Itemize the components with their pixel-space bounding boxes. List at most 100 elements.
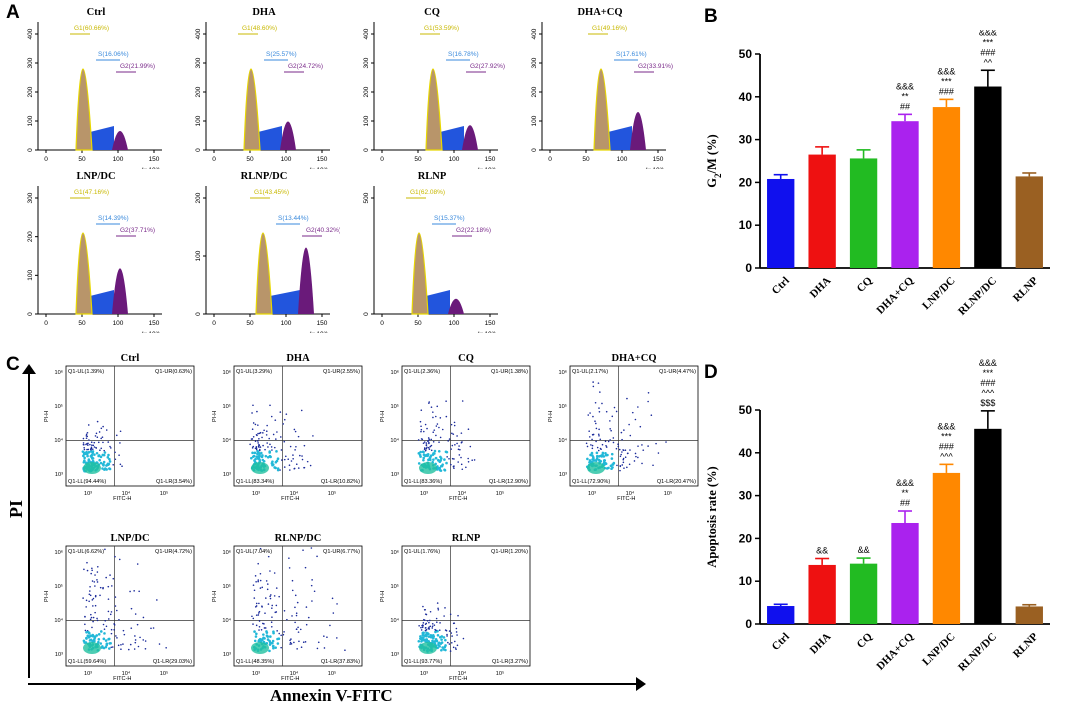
event-dot (647, 400, 649, 403)
event-dot (427, 439, 430, 442)
quadrant-ur-label: Q1-UR(6.77%) (323, 549, 360, 555)
event-dot (652, 464, 654, 467)
event-dot (108, 460, 112, 463)
event-dot (271, 607, 273, 609)
event-dot (296, 601, 299, 604)
event-dot (88, 593, 91, 596)
event-dot (639, 425, 642, 428)
event-dot (589, 412, 591, 414)
event-dot (115, 434, 118, 437)
event-dot (428, 621, 430, 624)
y-tick-label: 20 (739, 531, 753, 545)
event-dot (424, 423, 427, 426)
event-dot (283, 631, 285, 633)
event-dot (122, 629, 125, 632)
event-dot (431, 623, 434, 625)
event-dot (93, 639, 96, 643)
event-dot (272, 433, 275, 436)
event-dot (165, 646, 167, 649)
quadrant-ur-label: Q1-UR(2.55%) (323, 369, 360, 375)
quadrant-ll-label: Q1-LL(94.44%) (68, 479, 106, 485)
y-tick-label: 10⁵ (558, 403, 567, 410)
event-dot (288, 464, 291, 467)
event-dot (99, 449, 101, 452)
event-dot (421, 626, 424, 629)
event-dot (417, 462, 421, 465)
event-dot (253, 597, 256, 599)
event-dot (83, 641, 86, 644)
event-dot (259, 547, 262, 550)
significance-label: ### (980, 47, 995, 57)
event-dot (87, 448, 90, 451)
quadrant-lr-label: Q1-LR(3.54%) (156, 479, 192, 485)
event-dot (86, 431, 89, 434)
y-tick-label: 100 (195, 250, 202, 261)
significance-label: *** (941, 431, 952, 441)
event-dot (456, 644, 459, 647)
event-dot (93, 446, 96, 448)
plot-frame (65, 365, 195, 487)
event-dot (637, 456, 639, 459)
y-axis-label: PI-H (212, 411, 218, 422)
event-dot (302, 549, 304, 551)
event-dot (129, 590, 131, 593)
x-tick-label: 10⁴ (458, 490, 467, 497)
bar-ctrl (767, 178, 795, 268)
event-dot (88, 639, 92, 642)
event-dot (82, 597, 84, 599)
event-dot (266, 588, 269, 591)
quadrant-ll-label: Q1-LL(83.36%) (404, 479, 442, 485)
y-tick-label: 10³ (391, 652, 399, 658)
event-dot (261, 436, 263, 439)
category-label: DHA+CQ (874, 274, 916, 316)
x-tick-label: 10⁵ (328, 490, 337, 497)
event-dot (313, 590, 316, 593)
event-dot (425, 444, 428, 447)
event-dot (96, 579, 98, 581)
event-dot (447, 641, 449, 644)
event-dot (269, 595, 271, 598)
event-dot (329, 624, 331, 627)
event-dot (609, 439, 611, 441)
y-tick-label: 30 (739, 133, 753, 147)
event-dot (300, 646, 303, 649)
event-dot (445, 400, 447, 402)
event-dot (303, 466, 306, 469)
bar-lnp-dc (932, 472, 961, 624)
event-dot (437, 449, 441, 453)
event-dot (111, 646, 114, 648)
event-dot (452, 433, 455, 435)
event-dot (612, 441, 615, 444)
s-gate-label: S(13.44%) (278, 215, 309, 222)
plot-frame (233, 545, 363, 667)
s-phase-fill (90, 126, 114, 150)
y-tick-label: 0 (27, 312, 34, 316)
y-tick-label: 0 (363, 312, 370, 316)
dotplot-title: RLNP/DC (275, 533, 322, 544)
event-dot (619, 455, 622, 458)
quadrant-ll-label: Q1-LL(93.77%) (404, 659, 442, 665)
event-dot (150, 627, 152, 630)
event-dot (88, 600, 90, 603)
event-dot (87, 458, 91, 461)
y-tick-label: 10⁵ (222, 583, 231, 590)
event-dot (425, 622, 428, 625)
event-dot (436, 602, 439, 604)
event-dot (634, 452, 637, 455)
event-dot (423, 634, 427, 637)
g1-gate-label: G1(60.66%) (74, 25, 109, 32)
event-dot (107, 453, 110, 457)
event-dot (301, 458, 304, 461)
event-dot (270, 621, 273, 624)
x-axis-label: FITC-H (113, 496, 131, 500)
event-dot (459, 448, 461, 451)
dotplot-title: Ctrl (121, 353, 140, 364)
event-dot (97, 454, 101, 457)
event-dot (258, 602, 260, 605)
category-label: DHA (808, 631, 834, 657)
x-tick-label: 50 (78, 156, 86, 163)
event-dot (423, 441, 426, 443)
event-dot (626, 466, 628, 469)
event-dot (420, 438, 423, 440)
significance-label: ^^ (984, 57, 993, 67)
